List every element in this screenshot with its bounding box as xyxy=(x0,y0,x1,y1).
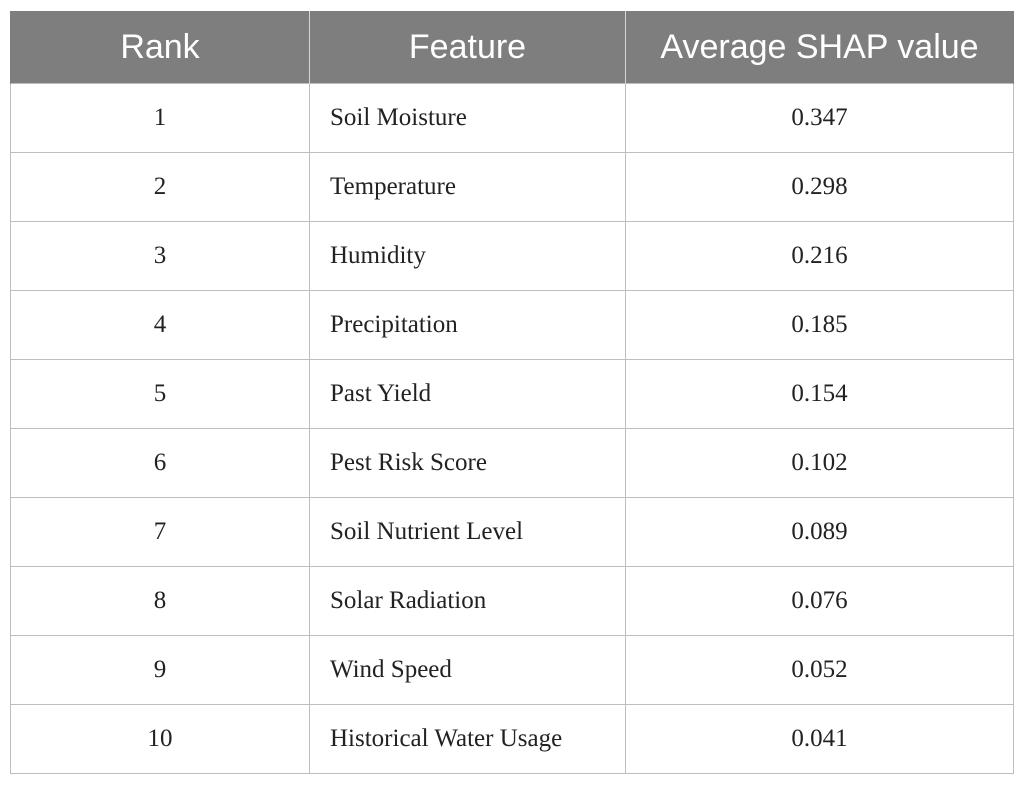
rank-cell: 2 xyxy=(10,152,310,222)
table-row: 2 Temperature 0.298 xyxy=(10,152,1014,222)
shap-value-cell: 0.041 xyxy=(625,704,1014,774)
table-row: 9 Wind Speed 0.052 xyxy=(10,635,1014,705)
table-header: Rank Feature Average SHAP value xyxy=(10,11,1014,84)
table-body: 1 Soil Moisture 0.347 2 Temperature 0.29… xyxy=(10,83,1014,774)
rank-cell: 4 xyxy=(10,290,310,360)
rank-cell: 6 xyxy=(10,428,310,498)
shap-value-cell: 0.216 xyxy=(625,221,1014,291)
rank-cell: 1 xyxy=(10,83,310,153)
rank-cell: 8 xyxy=(10,566,310,636)
shap-ranking-table: Rank Feature Average SHAP value 1 Soil M… xyxy=(10,11,1014,774)
table-row: 4 Precipitation 0.185 xyxy=(10,290,1014,360)
table-row: 1 Soil Moisture 0.347 xyxy=(10,83,1014,153)
feature-cell: Past Yield xyxy=(309,359,626,429)
shap-value-cell: 0.185 xyxy=(625,290,1014,360)
rank-cell: 9 xyxy=(10,635,310,705)
rank-cell: 5 xyxy=(10,359,310,429)
shap-value-cell: 0.102 xyxy=(625,428,1014,498)
table-row: 8 Solar Radiation 0.076 xyxy=(10,566,1014,636)
shap-value-cell: 0.052 xyxy=(625,635,1014,705)
feature-cell: Humidity xyxy=(309,221,626,291)
header-feature: Feature xyxy=(309,11,626,84)
table-row: 5 Past Yield 0.154 xyxy=(10,359,1014,429)
feature-cell: Precipitation xyxy=(309,290,626,360)
table-row: 10 Historical Water Usage 0.041 xyxy=(10,704,1014,774)
header-rank: Rank xyxy=(10,11,310,84)
shap-value-cell: 0.076 xyxy=(625,566,1014,636)
feature-cell: Wind Speed xyxy=(309,635,626,705)
feature-cell: Temperature xyxy=(309,152,626,222)
table-row: 3 Humidity 0.216 xyxy=(10,221,1014,291)
shap-value-cell: 0.154 xyxy=(625,359,1014,429)
header-average-shap-value: Average SHAP value xyxy=(625,11,1014,84)
feature-cell: Historical Water Usage xyxy=(309,704,626,774)
shap-value-cell: 0.347 xyxy=(625,83,1014,153)
shap-value-cell: 0.089 xyxy=(625,497,1014,567)
feature-cell: Pest Risk Score xyxy=(309,428,626,498)
header-row: Rank Feature Average SHAP value xyxy=(10,11,1014,84)
rank-cell: 10 xyxy=(10,704,310,774)
feature-cell: Soil Nutrient Level xyxy=(309,497,626,567)
feature-cell: Soil Moisture xyxy=(309,83,626,153)
rank-cell: 3 xyxy=(10,221,310,291)
shap-value-cell: 0.298 xyxy=(625,152,1014,222)
feature-cell: Solar Radiation xyxy=(309,566,626,636)
table-row: 7 Soil Nutrient Level 0.089 xyxy=(10,497,1014,567)
table-row: 6 Pest Risk Score 0.102 xyxy=(10,428,1014,498)
shap-table-container: Rank Feature Average SHAP value 1 Soil M… xyxy=(10,11,1014,774)
rank-cell: 7 xyxy=(10,497,310,567)
